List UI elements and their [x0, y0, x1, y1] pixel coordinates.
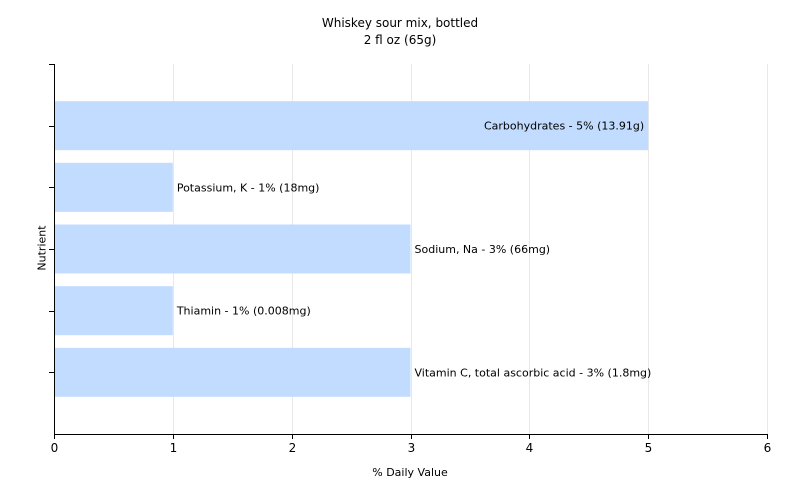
chart-title: Whiskey sour mix, bottled — [321, 16, 479, 30]
x-tick-label: 6 — [764, 441, 772, 455]
bar-label: Vitamin C, total ascorbic acid - 3% (1.8… — [415, 366, 652, 379]
x-tick-label: 2 — [289, 441, 297, 455]
bar — [54, 286, 173, 336]
x-tick-label: 4 — [526, 441, 534, 455]
bar — [54, 224, 411, 274]
chart-subtitle: 2 fl oz (65g) — [363, 33, 437, 47]
x-tick-label: 1 — [170, 441, 178, 455]
bar-label: Thiamin - 1% (0.008mg) — [176, 305, 311, 318]
x-tick-label: 0 — [51, 441, 59, 455]
bar — [54, 162, 173, 212]
x-tick-label: 5 — [645, 441, 653, 455]
bar — [54, 101, 649, 151]
bar — [54, 347, 411, 397]
bar-label: Potassium, K - 1% (18mg) — [177, 181, 320, 194]
x-tick-label: 3 — [408, 441, 416, 455]
x-axis-label: % Daily Value — [372, 466, 448, 479]
bar-label: Sodium, Na - 3% (66mg) — [415, 243, 551, 256]
bar-label: Carbohydrates - 5% (13.91g) — [484, 120, 644, 133]
y-axis-label: Nutrient — [35, 225, 49, 271]
